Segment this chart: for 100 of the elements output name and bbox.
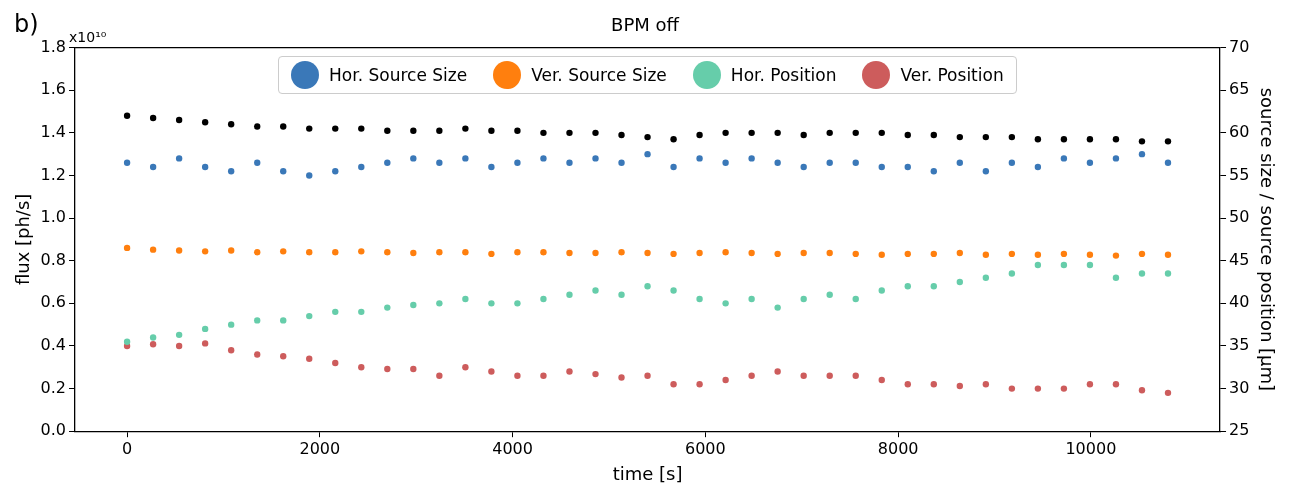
point	[956, 382, 964, 390]
point	[696, 381, 703, 388]
x-tick-label: 10000	[1065, 438, 1117, 458]
point	[462, 155, 469, 162]
point	[149, 341, 157, 348]
point	[123, 244, 131, 252]
point	[1164, 159, 1172, 166]
point	[1138, 250, 1146, 258]
point	[149, 163, 157, 171]
point	[123, 112, 131, 119]
point	[254, 159, 261, 166]
point	[800, 163, 807, 171]
x-tick-label: 6000	[685, 438, 726, 458]
point	[878, 129, 885, 137]
y2-tick-label: 40	[1229, 292, 1250, 312]
point	[123, 338, 131, 345]
point	[618, 374, 625, 381]
point	[358, 248, 365, 255]
y2-tick-label: 50	[1229, 207, 1250, 227]
point	[904, 283, 911, 290]
point	[514, 248, 521, 256]
y2-tick-label: 35	[1229, 335, 1250, 355]
point	[514, 300, 521, 307]
point	[306, 125, 313, 132]
point	[358, 125, 365, 132]
point	[1086, 159, 1094, 166]
point	[852, 372, 859, 379]
point	[982, 251, 990, 258]
point	[410, 155, 417, 162]
point	[592, 155, 599, 162]
point	[930, 131, 937, 139]
point	[670, 163, 677, 171]
point	[904, 250, 911, 258]
point	[1112, 155, 1120, 162]
point	[462, 125, 469, 132]
point	[254, 317, 261, 324]
point	[748, 372, 755, 379]
point	[1034, 251, 1042, 258]
point	[254, 248, 261, 256]
point	[852, 129, 859, 137]
point	[722, 248, 729, 256]
point	[774, 304, 781, 311]
point	[175, 247, 183, 254]
point	[878, 163, 885, 171]
point	[332, 359, 339, 367]
point	[175, 116, 183, 124]
point	[306, 312, 313, 320]
y-tick-label: 1.6	[40, 79, 67, 99]
point	[826, 372, 833, 379]
point	[644, 283, 651, 290]
point	[149, 114, 157, 122]
point	[774, 368, 781, 375]
point	[618, 131, 625, 139]
point	[201, 118, 209, 126]
point	[254, 351, 261, 358]
point	[774, 129, 781, 137]
point	[618, 159, 625, 166]
point	[982, 274, 990, 281]
point	[1060, 136, 1068, 143]
point	[800, 131, 807, 139]
point	[644, 372, 651, 379]
point	[722, 129, 729, 137]
point	[332, 308, 339, 316]
text: x10¹⁰	[69, 28, 107, 45]
point	[332, 168, 339, 175]
point	[227, 347, 235, 354]
point	[149, 246, 157, 253]
point	[175, 342, 183, 350]
point	[1060, 155, 1068, 162]
point	[904, 163, 911, 171]
point	[332, 125, 339, 132]
point	[956, 159, 964, 166]
point	[644, 150, 651, 158]
y-tick-label: 0.6	[40, 292, 67, 312]
point	[696, 295, 703, 303]
point	[358, 308, 365, 316]
point	[696, 131, 703, 139]
y-tick-label: 0.2	[40, 377, 67, 397]
legend-label: Hor. Source Size	[329, 64, 468, 85]
point	[618, 291, 625, 299]
point	[332, 248, 339, 256]
y2-tick-label: 25	[1229, 420, 1250, 440]
point	[1060, 250, 1068, 258]
point	[1034, 261, 1042, 269]
text: b)	[14, 10, 39, 38]
point	[1060, 261, 1068, 269]
point	[280, 123, 287, 130]
point	[280, 352, 287, 360]
point	[488, 250, 495, 258]
point	[436, 300, 443, 307]
point	[592, 129, 599, 137]
y2-tick-label: 55	[1229, 164, 1250, 184]
point	[514, 159, 521, 166]
chart-title: BPM off	[611, 14, 680, 36]
point	[1034, 385, 1042, 392]
point	[956, 278, 964, 286]
point	[592, 370, 599, 378]
point	[1112, 274, 1120, 281]
point	[566, 159, 573, 166]
point	[1008, 270, 1016, 277]
